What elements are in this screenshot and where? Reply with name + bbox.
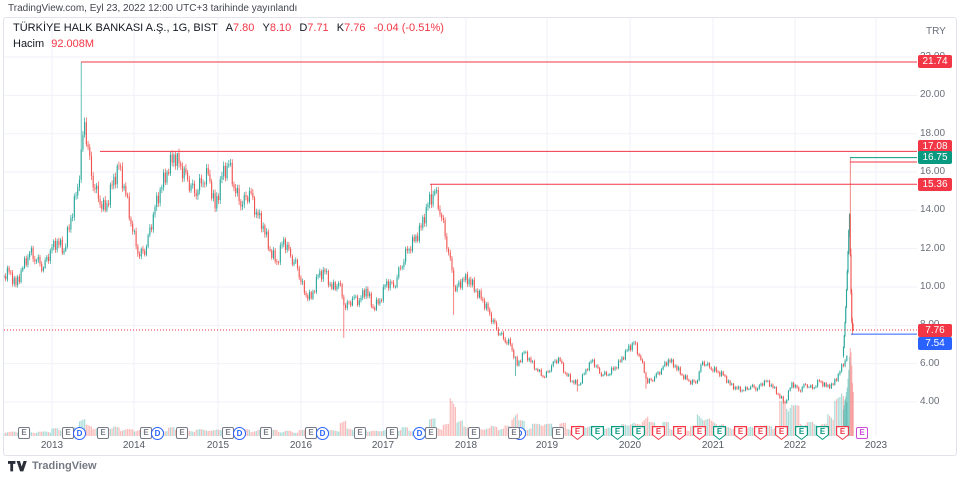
year-label-2013: 2013 — [40, 440, 64, 451]
earnings-miss-icon[interactable]: E — [673, 426, 686, 440]
earnings-beat-icon[interactable]: E — [795, 426, 808, 440]
ohlc-open: A7.80 — [225, 22, 255, 34]
earnings-miss-icon[interactable]: E — [836, 426, 849, 440]
year-label-2020: 2020 — [618, 440, 642, 451]
earnings-miss-icon[interactable]: E — [734, 426, 747, 440]
earnings-miss-icon[interactable]: E — [693, 426, 706, 440]
earnings-miss-icon[interactable]: E — [571, 426, 584, 440]
earnings-miss-icon[interactable]: E — [652, 426, 665, 440]
dividend-icon[interactable]: D — [151, 427, 164, 440]
published-info: TradingView.com, Eyl 23, 2022 12:00 UTC+… — [8, 3, 298, 14]
ohlc-low: D7.71 — [299, 22, 329, 34]
dividend-icon[interactable]: D — [73, 427, 86, 440]
year-label-2021: 2021 — [701, 440, 725, 451]
earnings-icon[interactable]: E — [18, 427, 30, 439]
year-label-2023: 2023 — [864, 440, 888, 451]
earnings-miss-icon[interactable]: E — [754, 426, 767, 440]
tradingview-logo[interactable]: TradingView — [8, 460, 97, 472]
earnings-icon[interactable]: E — [62, 427, 74, 439]
earnings-beat-icon[interactable]: E — [713, 426, 726, 440]
earnings-beat-icon[interactable]: E — [632, 426, 645, 440]
year-label-2019: 2019 — [535, 440, 559, 451]
symbol-legend: TÜRKİYE HALK BANKASI A.Ş., 1G, BIST A7.8… — [13, 22, 444, 34]
earnings-icon[interactable]: E — [508, 427, 520, 439]
year-label-2015: 2015 — [206, 440, 230, 451]
price-tick-label: 18.00 — [920, 127, 946, 139]
year-label-2017: 2017 — [371, 440, 395, 451]
price-badge-7.54: 7.54 — [918, 337, 952, 350]
volume-legend: Hacim 92.008M — [13, 38, 94, 50]
earnings-beat-icon[interactable]: E — [591, 426, 604, 440]
earnings-beat-icon[interactable]: E — [816, 426, 829, 440]
tradingview-logo-text: TradingView — [32, 460, 97, 472]
year-label-2014: 2014 — [122, 440, 146, 451]
ohlc-close: K7.76 — [336, 22, 366, 34]
price-tick-label: 10.00 — [920, 281, 946, 292]
earnings-icon[interactable]: E — [97, 427, 109, 439]
volume-value: 92.008M — [51, 38, 95, 50]
year-label-2016: 2016 — [289, 440, 313, 451]
price-tick-label: 6.00 — [920, 357, 940, 369]
earnings-miss-icon[interactable]: E — [775, 426, 788, 440]
year-label-2022: 2022 — [783, 440, 807, 451]
dividend-icon[interactable]: D — [233, 427, 246, 440]
earnings-icon[interactable]: E — [386, 427, 398, 439]
earnings-icon[interactable]: E — [354, 427, 366, 439]
price-tick-label: 4.00 — [920, 396, 940, 407]
earnings-icon[interactable]: E — [176, 427, 188, 439]
earnings-beat-icon[interactable]: E — [611, 426, 624, 440]
volume-label: Hacim — [13, 38, 45, 50]
earnings-icon[interactable]: E — [222, 427, 234, 439]
earnings-icon[interactable]: E — [260, 427, 272, 439]
currency-label: TRY — [926, 26, 946, 37]
year-label-2018: 2018 — [454, 440, 478, 451]
price-tick-label: 16.00 — [920, 166, 946, 178]
price-tick-label: 12.00 — [920, 242, 946, 254]
price-badge-15.36: 15.36 — [918, 178, 952, 191]
ohlc-high: Y8.10 — [262, 22, 292, 34]
price-badge-7.76: 7.76 — [918, 324, 952, 337]
earnings-icon[interactable]: E — [425, 427, 437, 439]
symbol-title: TÜRKİYE HALK BANKASI A.Ş., 1G, BIST — [13, 22, 218, 34]
price-badge-16.75: 16.75 — [918, 151, 952, 164]
dividend-icon[interactable]: D — [316, 427, 329, 440]
change-value: -0.04 (-0.51%) — [373, 22, 444, 34]
upcoming-earnings-icon[interactable]: E — [856, 427, 868, 439]
price-tick-label: 20.00 — [920, 89, 946, 101]
price-badge-17.08: 17.08 — [918, 140, 952, 153]
earnings-icon[interactable]: E — [468, 427, 480, 439]
earnings-icon[interactable]: E — [552, 427, 564, 439]
price-badge-21.74: 21.74 — [918, 55, 952, 68]
price-tick-label: 14.00 — [920, 204, 946, 216]
tradingview-logo-icon — [8, 460, 27, 471]
